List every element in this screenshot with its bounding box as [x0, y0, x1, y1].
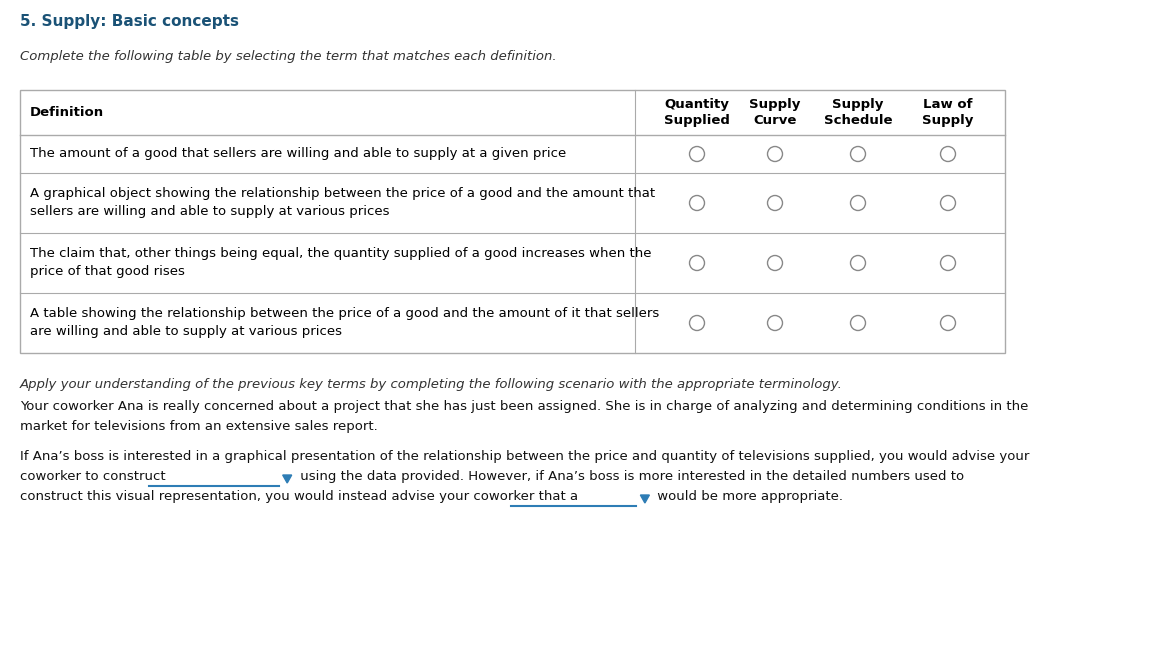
Text: using the data provided. However, if Ana’s boss is more interested in the detail: using the data provided. However, if Ana… [295, 470, 964, 483]
Text: coworker to construct: coworker to construct [20, 470, 170, 483]
Bar [20, 90, 1005, 353]
Text: Apply your understanding of the previous key terms by completing the following s: Apply your understanding of the previous… [20, 378, 843, 391]
Text: The amount of a good that sellers are willing and able to supply at a given pric: The amount of a good that sellers are wi… [30, 147, 566, 160]
Text: Complete the following table by selecting the term that matches each definition.: Complete the following table by selectin… [20, 50, 556, 63]
Text: A table showing the relationship between the price of a good and the amount of i: A table showing the relationship between… [30, 308, 660, 338]
Text: Quantity
Supplied: Quantity Supplied [664, 98, 730, 127]
Polygon shape [283, 475, 292, 483]
Text: Law of
Supply: Law of Supply [923, 98, 973, 127]
Text: Supply
Curve: Supply Curve [749, 98, 801, 127]
Text: The claim that, other things being equal, the quantity supplied of a good increa: The claim that, other things being equal… [30, 248, 651, 278]
Text: would be more appropriate.: would be more appropriate. [654, 490, 843, 503]
Text: Supply
Schedule: Supply Schedule [824, 98, 893, 127]
Text: A graphical object showing the relationship between the price of a good and the : A graphical object showing the relations… [30, 188, 655, 218]
Text: 5. Supply: Basic concepts: 5. Supply: Basic concepts [20, 14, 239, 29]
Text: Your coworker Ana is really concerned about a project that she has just been ass: Your coworker Ana is really concerned ab… [20, 400, 1028, 413]
Text: market for televisions from an extensive sales report.: market for televisions from an extensive… [20, 420, 378, 433]
Text: construct this visual representation, you would instead advise your coworker tha: construct this visual representation, yo… [20, 490, 583, 503]
Polygon shape [640, 495, 649, 503]
Text: If Ana’s boss is interested in a graphical presentation of the relationship betw: If Ana’s boss is interested in a graphic… [20, 450, 1030, 463]
Text: Definition: Definition [30, 106, 105, 119]
